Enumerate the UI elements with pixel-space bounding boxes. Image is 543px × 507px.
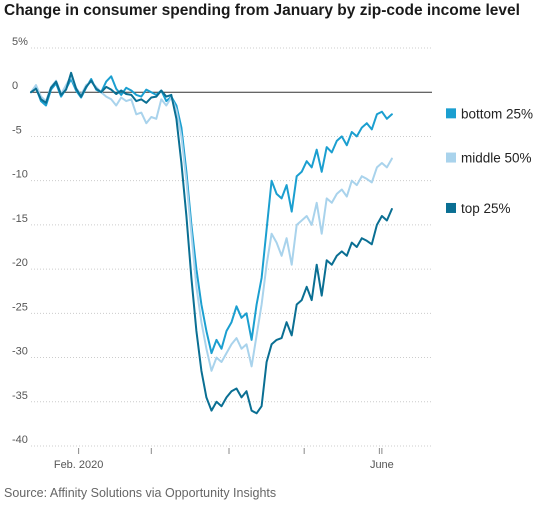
- y-tick-label: -20: [12, 257, 28, 269]
- y-axis: 5% 0 -5 -10 -15 -20 -25 -30 -35 -40: [12, 36, 28, 446]
- x-tick-label: Feb. 2020: [54, 459, 104, 471]
- series-line-middle-50: [30, 75, 393, 372]
- legend-swatch: [446, 152, 456, 163]
- legend-label: middle 50%: [461, 151, 532, 166]
- legend-label: bottom 25%: [461, 106, 533, 121]
- y-tick-label: 0: [12, 80, 18, 92]
- source-note: Source: Affinity Solutions via Opportuni…: [4, 486, 277, 500]
- x-axis: Feb. 2020 June: [54, 448, 394, 471]
- legend: bottom 25% middle 50% top 25%: [446, 106, 533, 216]
- gridlines: [31, 47, 432, 447]
- legend-swatch: [446, 108, 456, 119]
- legend-label: top 25%: [461, 201, 511, 216]
- y-tick-label: -10: [12, 169, 28, 181]
- series-line-bottom-25: [30, 75, 393, 355]
- y-tick-label: -35: [12, 390, 28, 402]
- series-lines: [30, 71, 393, 415]
- series-line-top-25: [30, 71, 393, 415]
- legend-swatch: [446, 202, 456, 213]
- y-tick-label: 5%: [12, 36, 28, 48]
- y-tick-label: -30: [12, 346, 28, 358]
- y-tick-label: -25: [12, 301, 28, 313]
- y-tick-label: -5: [12, 124, 22, 136]
- chart-title: Change in consumer spending from January…: [4, 2, 520, 19]
- y-tick-label: -15: [12, 213, 28, 225]
- y-tick-label: -40: [12, 434, 28, 446]
- x-tick-label: June: [370, 459, 394, 471]
